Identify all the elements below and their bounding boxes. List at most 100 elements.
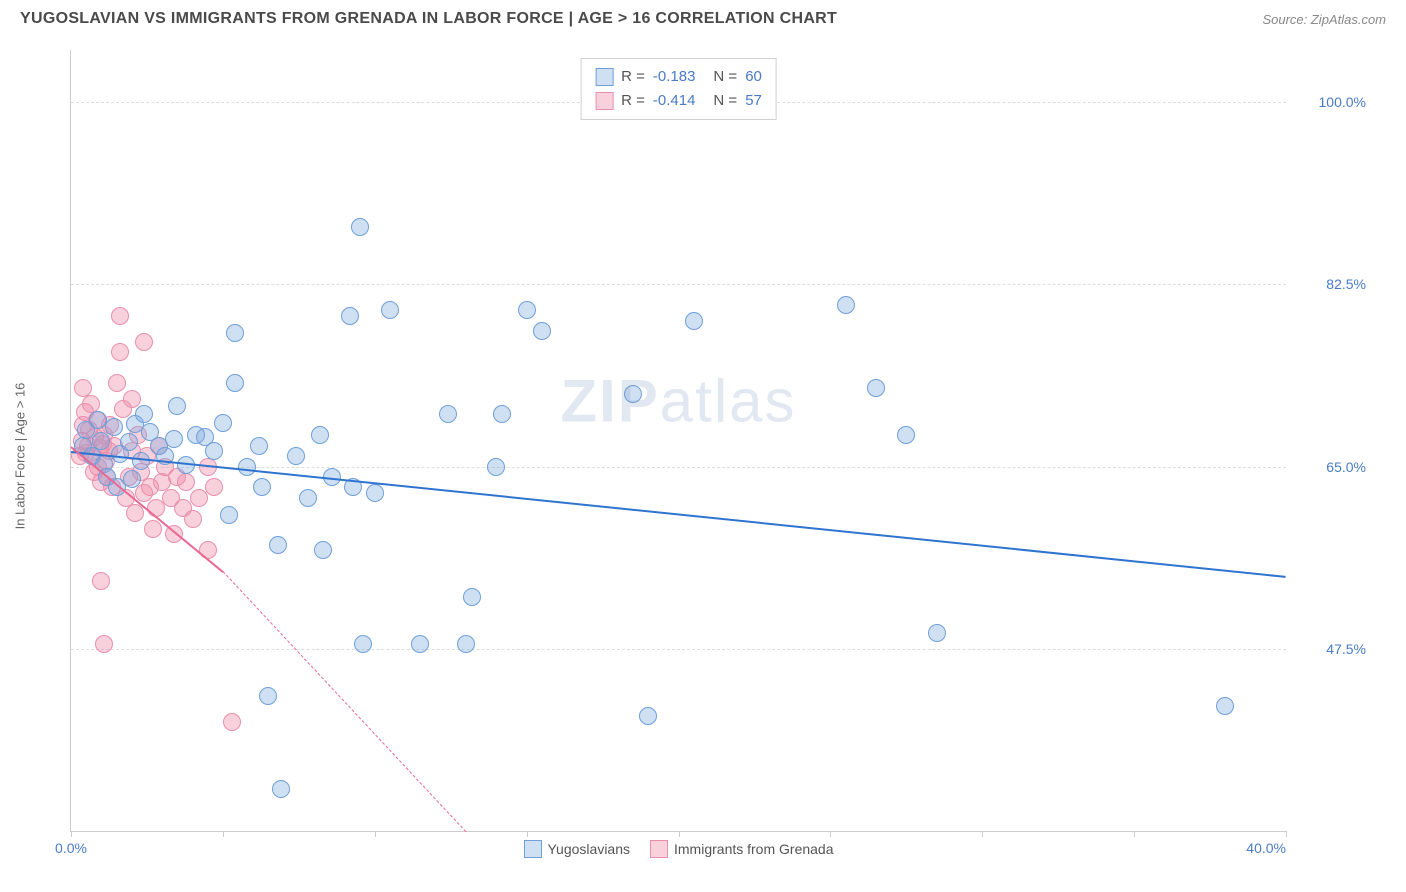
data-point	[867, 379, 885, 397]
data-point	[311, 426, 329, 444]
x-tick	[1286, 831, 1287, 837]
legend-n-label: N =	[713, 65, 737, 89]
data-point	[205, 478, 223, 496]
y-axis-label: In Labor Force | Age > 16	[13, 383, 28, 530]
data-point	[272, 780, 290, 798]
data-point	[463, 588, 481, 606]
data-point	[314, 541, 332, 559]
data-point	[253, 478, 271, 496]
legend-item: Yugoslavians	[523, 840, 630, 858]
gridline	[71, 649, 1286, 650]
legend-swatch	[595, 92, 613, 110]
trend-line	[223, 571, 467, 832]
x-tick	[1134, 831, 1135, 837]
data-point	[381, 301, 399, 319]
data-point	[354, 635, 372, 653]
legend-item: Immigrants from Grenada	[650, 840, 834, 858]
legend-r-label: R =	[621, 65, 645, 89]
data-point	[1216, 697, 1234, 715]
y-tick-label: 100.0%	[1296, 94, 1366, 110]
data-point	[439, 405, 457, 423]
legend-label: Yugoslavians	[547, 841, 630, 857]
x-tick-label: 0.0%	[55, 840, 87, 856]
data-point	[287, 447, 305, 465]
data-point	[518, 301, 536, 319]
data-point	[238, 458, 256, 476]
data-point	[108, 374, 126, 392]
data-point	[928, 624, 946, 642]
data-point	[205, 442, 223, 460]
data-point	[123, 470, 141, 488]
data-point	[639, 707, 657, 725]
x-tick	[679, 831, 680, 837]
legend-series: Yugoslavians Immigrants from Grenada	[523, 840, 833, 858]
chart-source: Source: ZipAtlas.com	[1262, 12, 1386, 27]
data-point	[220, 506, 238, 524]
chart-header: YUGOSLAVIAN VS IMMIGRANTS FROM GRENADA I…	[0, 0, 1406, 34]
data-point	[250, 437, 268, 455]
legend-row: R = -0.183 N = 60	[595, 65, 762, 89]
x-tick	[830, 831, 831, 837]
data-point	[111, 343, 129, 361]
trend-line	[71, 451, 1286, 578]
legend-n-label: N =	[713, 89, 737, 113]
data-point	[226, 324, 244, 342]
legend-n-value: 57	[745, 89, 762, 113]
data-point	[165, 430, 183, 448]
x-tick-label: 40.0%	[1246, 840, 1286, 856]
data-point	[351, 218, 369, 236]
y-tick-label: 82.5%	[1296, 276, 1366, 292]
legend-n-value: 60	[745, 65, 762, 89]
plot-region: ZIPatlas R = -0.183 N = 60 R = -0.414 N = 5…	[70, 50, 1286, 832]
legend-r-value: -0.414	[653, 89, 696, 113]
x-tick	[527, 831, 528, 837]
data-point	[123, 390, 141, 408]
data-point	[92, 572, 110, 590]
x-tick	[982, 831, 983, 837]
data-point	[457, 635, 475, 653]
gridline	[71, 284, 1286, 285]
legend-r-label: R =	[621, 89, 645, 113]
data-point	[223, 713, 241, 731]
data-point	[685, 312, 703, 330]
legend-swatch	[523, 840, 541, 858]
data-point	[120, 433, 138, 451]
chart-title: YUGOSLAVIAN VS IMMIGRANTS FROM GRENADA I…	[20, 10, 837, 28]
data-point	[135, 405, 153, 423]
data-point	[299, 489, 317, 507]
legend-row: R = -0.414 N = 57	[595, 89, 762, 113]
x-tick	[223, 831, 224, 837]
data-point	[487, 458, 505, 476]
legend-r-value: -0.183	[653, 65, 696, 89]
legend-swatch	[595, 68, 613, 86]
data-point	[366, 484, 384, 502]
data-point	[259, 687, 277, 705]
data-point	[411, 635, 429, 653]
y-tick-label: 47.5%	[1296, 641, 1366, 657]
data-point	[105, 418, 123, 436]
data-point	[226, 374, 244, 392]
data-point	[624, 385, 642, 403]
x-tick	[375, 831, 376, 837]
data-point	[177, 473, 195, 491]
data-point	[132, 452, 150, 470]
data-point	[184, 510, 202, 528]
data-point	[341, 307, 359, 325]
data-point	[897, 426, 915, 444]
data-point	[269, 536, 287, 554]
data-point	[168, 397, 186, 415]
data-point	[95, 635, 113, 653]
data-point	[214, 414, 232, 432]
chart-area: In Labor Force | Age > 16 ZIPatlas R = -…	[50, 50, 1376, 862]
data-point	[144, 520, 162, 538]
data-point	[837, 296, 855, 314]
legend-label: Immigrants from Grenada	[674, 841, 834, 857]
data-point	[135, 333, 153, 351]
legend-swatch	[650, 840, 668, 858]
data-point	[111, 307, 129, 325]
data-point	[126, 504, 144, 522]
x-tick	[71, 831, 72, 837]
watermark: ZIPatlas	[560, 367, 796, 436]
y-tick-label: 65.0%	[1296, 459, 1366, 475]
data-point	[493, 405, 511, 423]
